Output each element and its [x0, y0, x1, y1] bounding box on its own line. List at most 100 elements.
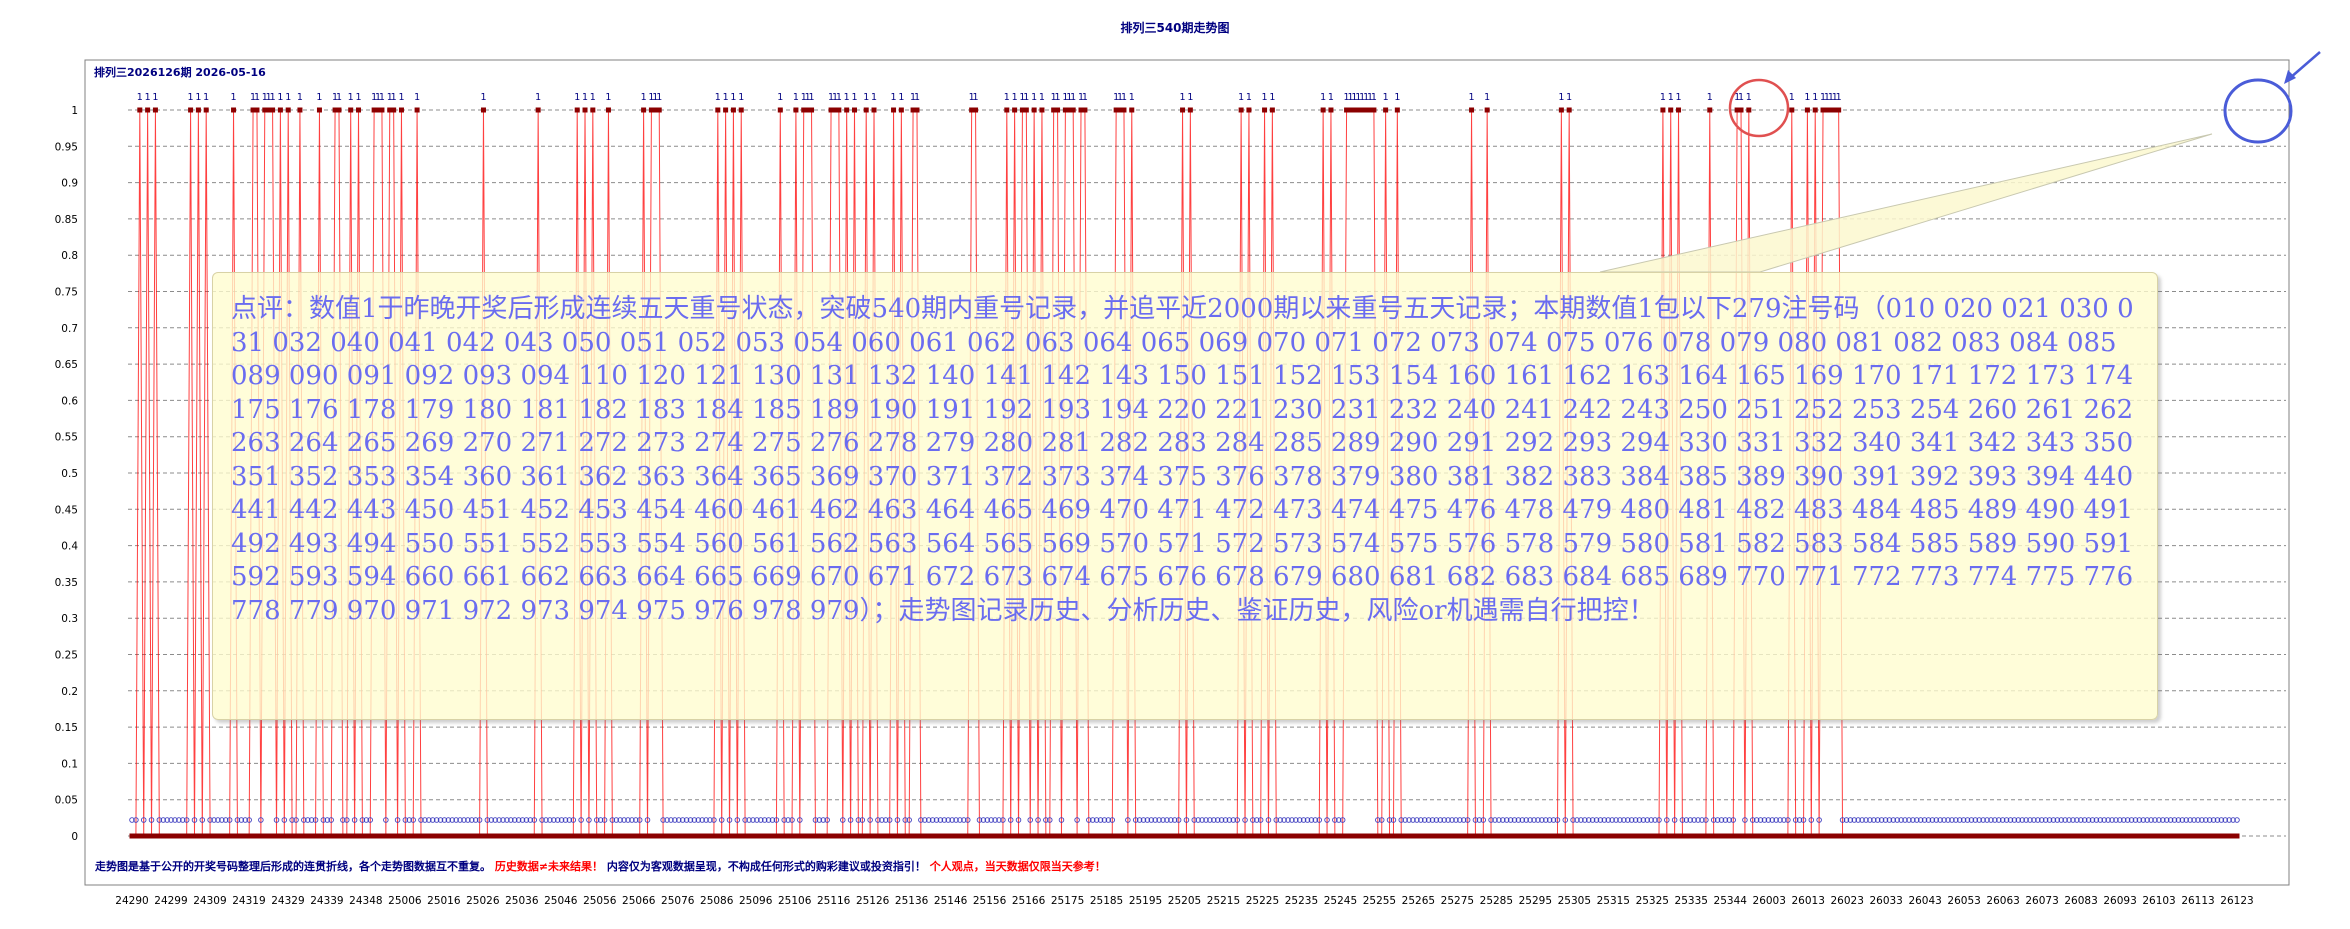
zero-marker [2124, 817, 2131, 823]
zero-base-marker [1847, 833, 1853, 839]
zero-marker [215, 817, 221, 823]
zero-marker [1226, 817, 1233, 823]
zero-marker [1601, 817, 1608, 823]
zero-base-marker [1336, 833, 1342, 839]
zero-base-marker [2086, 833, 2092, 839]
x-tick-label: 26043 [1908, 895, 1941, 907]
zero-base-marker [1074, 833, 1080, 839]
zero-base-marker [1925, 833, 1931, 839]
hit-marker [266, 107, 272, 113]
zero-base-marker [1215, 833, 1221, 839]
zero-base-marker [504, 833, 510, 839]
zero-marker [816, 817, 823, 823]
zero-base-marker [742, 833, 748, 839]
zero-base-marker [422, 833, 428, 839]
x-tick-label: 25195 [1129, 895, 1162, 907]
value-label: 1 [777, 92, 783, 103]
zero-marker [1722, 817, 1729, 823]
zero-marker [488, 817, 495, 823]
zero-marker [1582, 817, 1588, 823]
zero-base-marker [812, 833, 818, 839]
x-tick-label: 24329 [271, 895, 304, 907]
value-label: 1 [254, 92, 260, 103]
zero-base-marker [1574, 833, 1580, 839]
zero-base-marker [863, 833, 869, 839]
zero-marker [1964, 817, 1971, 823]
zero-marker [980, 817, 987, 823]
zero-marker [1890, 817, 1897, 823]
zero-base-marker [320, 833, 326, 839]
value-label: 1 [398, 92, 404, 103]
x-tick-label: 25265 [1402, 895, 1435, 907]
hit-marker [1070, 107, 1076, 113]
zero-base-marker [2039, 833, 2045, 839]
zero-marker [1777, 817, 1783, 823]
x-tick-label: 25305 [1558, 895, 1591, 907]
zero-base-marker [2129, 833, 2135, 839]
value-label: 1 [1359, 92, 1365, 103]
zero-marker [156, 817, 163, 823]
hit-marker [805, 107, 811, 113]
zero-marker [1089, 817, 1096, 823]
zero-base-marker [1539, 833, 1545, 839]
zero-base-marker [1484, 833, 1490, 839]
value-label: 1 [1328, 92, 1334, 103]
value-label: 1 [316, 92, 322, 103]
zero-marker [2027, 817, 2033, 823]
zero-base-marker [1312, 833, 1318, 839]
value-label: 1 [137, 92, 143, 103]
zero-marker [672, 817, 678, 823]
zero-marker [609, 817, 616, 823]
zero-base-marker [1883, 833, 1889, 839]
zero-base-marker [2082, 833, 2088, 839]
zero-marker [1429, 817, 1436, 823]
zero-marker [855, 817, 862, 823]
zero-base-marker [992, 833, 998, 839]
zero-base-marker [1367, 833, 1373, 839]
zero-marker [644, 817, 651, 823]
hit-marker [723, 107, 729, 113]
y-tick-label: 0.2 [61, 686, 78, 698]
zero-base-marker [1277, 833, 1283, 839]
zero-marker [1156, 817, 1162, 823]
zero-base-marker [2109, 833, 2115, 839]
zero-marker [1144, 817, 1151, 823]
zero-marker [1460, 817, 1467, 823]
zero-base-marker [1828, 833, 1834, 839]
zero-base-marker [156, 833, 162, 839]
x-tick-label: 26073 [2025, 895, 2058, 907]
value-label: 1 [809, 92, 815, 103]
zero-marker [1289, 817, 1295, 823]
zero-base-marker [680, 833, 686, 839]
zero-marker [1636, 817, 1643, 823]
value-label: 1 [1804, 92, 1810, 103]
zero-base-marker [539, 833, 545, 839]
value-label: 1 [1023, 92, 1029, 103]
zero-marker [1132, 817, 1139, 823]
value-label: 1 [1078, 92, 1084, 103]
value-label: 1 [348, 92, 354, 103]
zero-base-marker [1320, 833, 1326, 839]
value-labels: 1 1 1 1 1 1 1 11 111 1 1 1 1 11 1 1 111 11 1 1 1 1 1 1 1 1 1 111 1 1 1… [137, 92, 1842, 103]
zero-base-marker [840, 833, 846, 839]
zero-base-marker [2214, 833, 2220, 839]
x-tick-label: 25116 [817, 895, 851, 907]
value-label: 1 [379, 92, 385, 103]
zero-marker [172, 817, 178, 823]
zero-base-marker [684, 833, 690, 839]
value-label: 1 [1371, 92, 1377, 103]
zero-base-marker [844, 833, 850, 839]
zero-base-marker [1992, 833, 1998, 839]
zero-base-marker [500, 833, 506, 839]
zero-base-marker [836, 833, 842, 839]
zero-base-marker [1941, 833, 1947, 839]
zero-base-marker [1082, 833, 1088, 839]
zero-marker [472, 817, 479, 823]
zero-base-marker [727, 833, 733, 839]
hit-marker [1328, 107, 1334, 113]
zero-marker [941, 817, 948, 823]
zero-marker [687, 817, 694, 823]
x-tick-label: 25076 [661, 895, 695, 907]
x-tick-label: 26053 [1947, 895, 1980, 907]
value-label: 1 [270, 92, 276, 103]
